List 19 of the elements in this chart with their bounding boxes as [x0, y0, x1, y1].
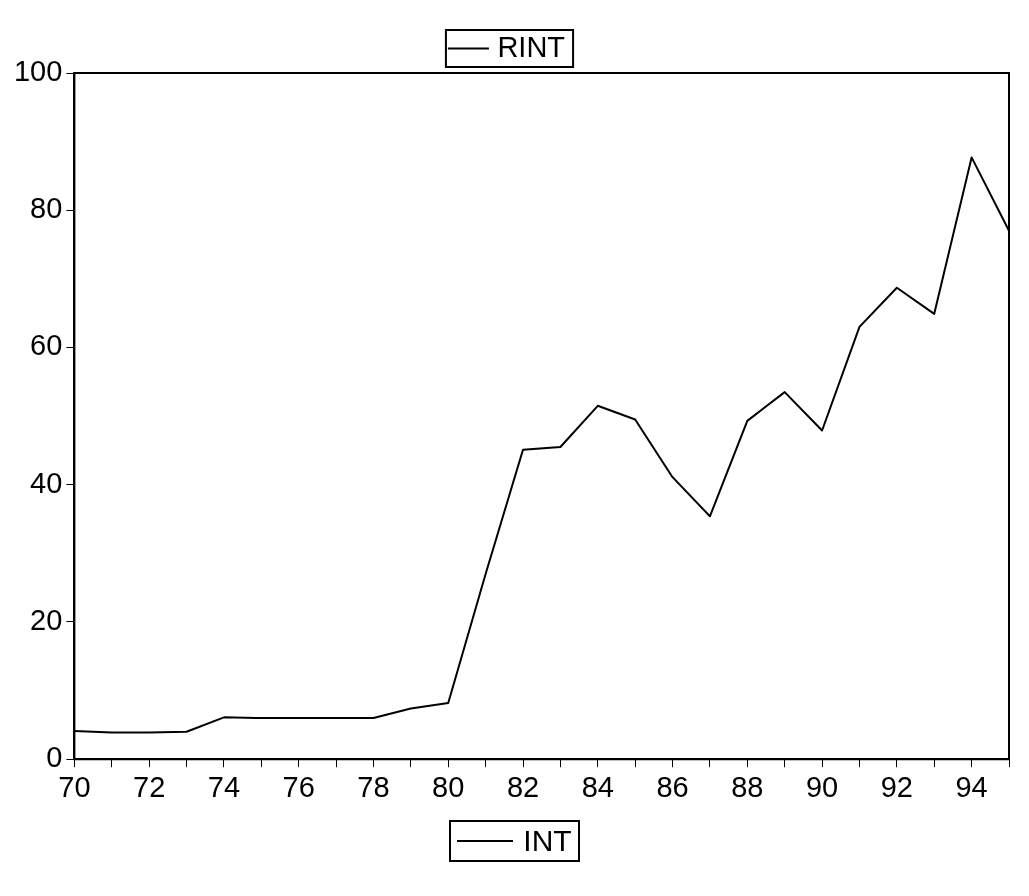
x-tick-label: 80 [432, 770, 465, 803]
legend-label: RINT [497, 30, 566, 63]
x-tick-label: 82 [506, 770, 540, 803]
y-tick-label: 20 [30, 603, 63, 636]
x-tick-label: 94 [955, 770, 988, 803]
x-tick-label: 92 [880, 770, 913, 803]
y-tick-label: 80 [30, 192, 63, 225]
x-tick-label: 76 [282, 770, 315, 803]
x-tick-label: 78 [357, 770, 390, 803]
x-tick-label: 86 [656, 770, 689, 803]
x-tick-label: 84 [581, 770, 614, 803]
y-tick-label: 100 [13, 55, 63, 87]
y-tick-label: 40 [30, 466, 63, 499]
x-tick-label: 88 [731, 770, 764, 803]
y-tick-label: 60 [30, 329, 63, 362]
x-tick-label: 74 [207, 770, 241, 803]
x-tick-label: 72 [133, 770, 166, 803]
text: INT [523, 824, 572, 858]
x-tick-label: 90 [805, 770, 839, 803]
